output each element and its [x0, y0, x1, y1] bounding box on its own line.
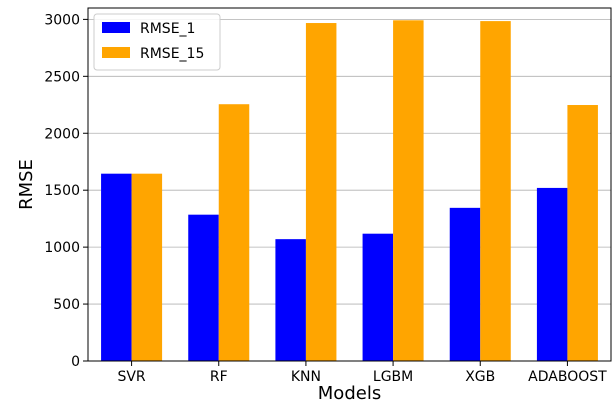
x-tick-label: KNN — [291, 369, 321, 385]
bar-rmse-15-rf — [218, 104, 250, 361]
legend-label-rmse-15: RMSE_15 — [140, 46, 204, 62]
y-tick-label: 3000 — [44, 12, 80, 28]
x-tick-label: ADABOOST — [528, 369, 607, 385]
legend: RMSE_1 RMSE_15 — [93, 13, 221, 71]
legend-swatch-rmse-15 — [102, 47, 130, 58]
bar-rmse-15-xgb — [480, 21, 511, 362]
bar-rmse-15-knn — [305, 23, 337, 361]
legend-label-rmse-1: RMSE_1 — [140, 21, 195, 37]
bar-rmse-15-adaboost — [567, 105, 598, 361]
bar-rmse-1-knn — [275, 239, 306, 361]
x-axis-ticks: SVR RF KNN LGBM XGB ADABOOST — [117, 361, 607, 385]
bar-rmse-1-adaboost — [536, 187, 568, 361]
bar-rmse-1-svr — [101, 173, 132, 361]
bar-rmse-15-lgbm — [393, 20, 424, 361]
bar-rmse-1-rf — [188, 214, 219, 361]
x-tick-label: SVR — [117, 369, 145, 385]
x-tick-label: LGBM — [373, 369, 413, 385]
plot-frame — [87, 7, 612, 362]
y-axis-label: RMSE — [16, 159, 37, 210]
bar-rmse-1-xgb — [449, 207, 481, 361]
y-tick-label: 1500 — [44, 183, 80, 199]
y-tick-label: 500 — [53, 297, 80, 313]
legend-swatch-rmse-1 — [102, 22, 130, 33]
bar-rmse-15-svr — [131, 173, 163, 361]
x-axis-label: Models — [318, 383, 381, 403]
y-axis-ticks: 0 500 1000 1500 2000 2500 3000 — [44, 12, 88, 370]
bar-rmse-1-lgbm — [362, 233, 394, 361]
y-tick-label: 2000 — [44, 126, 80, 142]
bars — [101, 20, 598, 362]
y-tick-label: 1000 — [44, 240, 80, 256]
y-tick-label: 0 — [71, 354, 80, 370]
x-tick-label: RF — [210, 369, 228, 385]
y-tick-label: 2500 — [44, 69, 80, 85]
x-tick-label: XGB — [465, 369, 495, 385]
